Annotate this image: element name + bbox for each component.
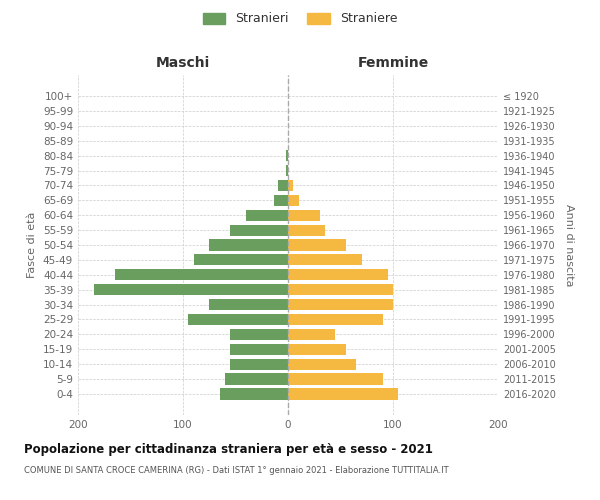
Y-axis label: Fasce di età: Fasce di età [28,212,37,278]
Bar [288,224,325,235]
Bar [94,284,288,296]
Legend: Stranieri, Straniere: Stranieri, Straniere [199,8,401,29]
Bar [288,254,361,266]
Bar [277,180,288,191]
Bar [288,344,346,355]
Text: Popolazione per cittadinanza straniera per età e sesso - 2021: Popolazione per cittadinanza straniera p… [24,442,433,456]
Bar [230,358,288,370]
Bar [220,388,288,400]
Bar [115,269,288,280]
Bar [288,358,356,370]
Bar [288,329,335,340]
Bar [288,194,299,206]
Bar [288,284,393,296]
Bar [288,210,320,221]
Bar [288,314,383,325]
Bar [274,194,288,206]
Bar [288,240,346,250]
Bar [246,210,288,221]
Bar [288,269,388,280]
Bar [288,180,293,191]
Bar [225,374,288,384]
Bar [288,388,398,400]
Bar [188,314,288,325]
Bar [209,240,288,250]
Bar [230,224,288,235]
Bar [193,254,288,266]
Bar [288,299,393,310]
Bar [286,150,288,161]
Bar [286,165,288,176]
Bar [209,299,288,310]
Text: Maschi: Maschi [156,56,210,70]
Y-axis label: Anni di nascita: Anni di nascita [564,204,574,286]
Text: Femmine: Femmine [358,56,428,70]
Bar [288,374,383,384]
Bar [230,329,288,340]
Text: COMUNE DI SANTA CROCE CAMERINA (RG) - Dati ISTAT 1° gennaio 2021 - Elaborazione : COMUNE DI SANTA CROCE CAMERINA (RG) - Da… [24,466,449,475]
Bar [230,344,288,355]
